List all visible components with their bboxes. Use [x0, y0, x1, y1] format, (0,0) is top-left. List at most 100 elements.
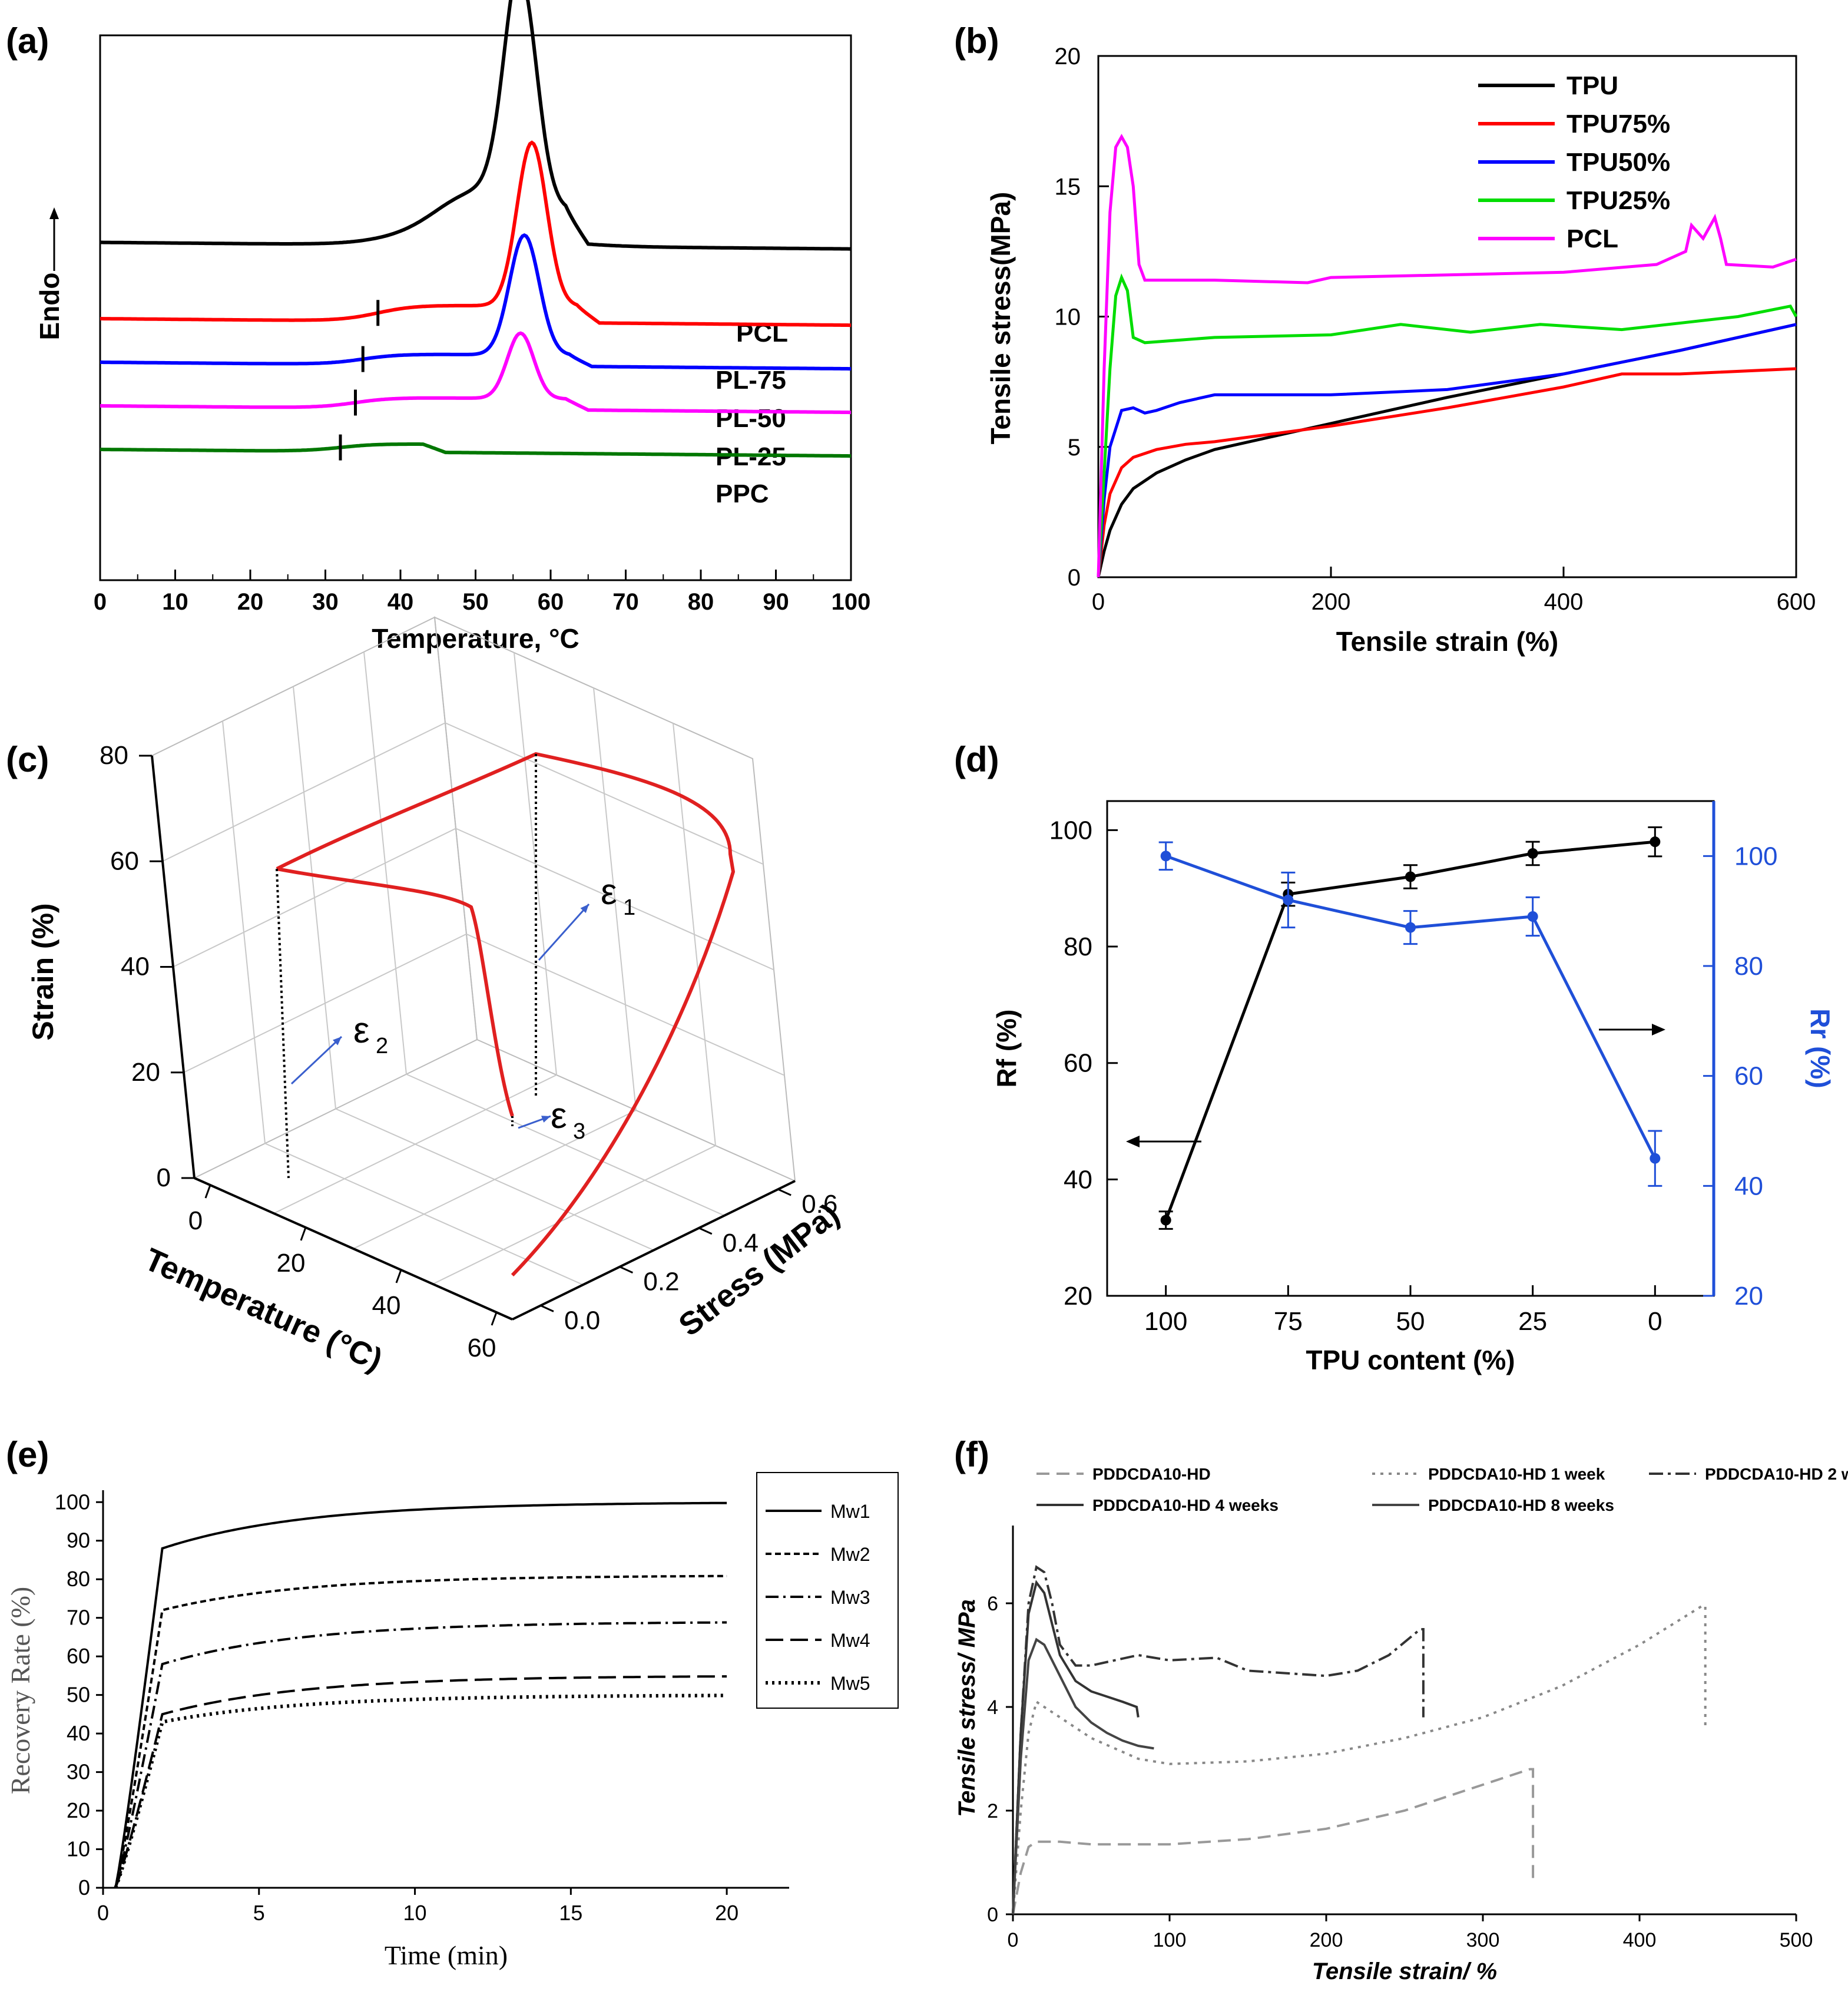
- panel-f-ytick-label: 0: [987, 1904, 998, 1926]
- panel-f-ytick-label: 4: [987, 1696, 998, 1719]
- panel-d-ytick-label: 40: [1064, 1165, 1092, 1194]
- panel-d-ytick-label: 60: [1064, 1049, 1092, 1078]
- panel-c-strain-tick-label: 20: [131, 1058, 160, 1087]
- panel-e-xtick-label: 20: [715, 1901, 738, 1925]
- panel-a-series-pl-25: [100, 331, 851, 415]
- panel-c-epsilon-label: ε: [551, 1096, 567, 1136]
- panel-c-annotation-arrowhead: [541, 1116, 551, 1123]
- panel-a-xtick-label: 60: [538, 589, 564, 615]
- panel-b-series-tpu75pct: [1097, 367, 1797, 578]
- panel-e-xlabel: Time (min): [385, 1940, 508, 1970]
- panel-e-xtick-label: 10: [403, 1901, 427, 1925]
- panel-e-ylabel: Recovery Rate (%): [5, 1587, 35, 1795]
- panel-a-endo-arrowhead: [49, 207, 59, 219]
- panel-e-ytick-label: 20: [67, 1798, 90, 1822]
- panel-f-ytick-label: 6: [987, 1593, 998, 1615]
- panel-c-annotation-arrowhead: [333, 1037, 342, 1045]
- panel-e-series-mw2: [114, 1574, 727, 1888]
- panel-c-temp-tick: [491, 1312, 498, 1326]
- panel-e-legend-label: Mw3: [830, 1587, 870, 1608]
- panel-e-series-mw1: [114, 1501, 727, 1888]
- panel-d-xtick-label: 100: [1144, 1307, 1187, 1336]
- panel-c-temp-tick-label: 60: [468, 1334, 496, 1362]
- panel-b-legend-label: TPU25%: [1567, 186, 1670, 215]
- panel-f-ylabel: Tensile stress/ MPa: [954, 1599, 980, 1817]
- panel-c-grid: [466, 933, 785, 1076]
- panel-a-xtick-label: 40: [388, 589, 414, 615]
- panel-b-series-tpu25pct: [1097, 273, 1798, 578]
- panel-c-stress-axis: [512, 1180, 796, 1321]
- panel-d-point: [1650, 836, 1661, 848]
- panel-c-epsilon-subscript: 3: [573, 1119, 585, 1144]
- panel-b-series-tpu: [1097, 323, 1797, 578]
- panel-a-xtick-label: 50: [462, 589, 489, 615]
- panel-e-ytick-label: 100: [55, 1490, 90, 1514]
- panel-b-xtick-label: 200: [1312, 589, 1351, 615]
- panel-d-xtick-label: 0: [1648, 1307, 1662, 1336]
- panel-c-stress-tick-label: 0.0: [564, 1306, 600, 1335]
- panel-a-ylabel: Endo: [34, 273, 65, 340]
- panel-f-legend-label: PDDCDA10-HD: [1092, 1465, 1211, 1483]
- panel-c-stress-tick: [777, 1188, 791, 1196]
- panel-d-right-arrowhead: [1652, 1024, 1665, 1035]
- panel-b-series-tpu50pct: [1097, 323, 1797, 578]
- panel-d-xtick-label: 50: [1396, 1307, 1425, 1336]
- panel-f-xtick-label: 100: [1153, 1929, 1187, 1951]
- panel-f-label: (f): [954, 1435, 989, 1474]
- panel-c-strain-tick-label: 40: [121, 952, 150, 981]
- panel-f-xtick-label: 400: [1623, 1929, 1657, 1951]
- panel-a-series-pl-50: [100, 233, 851, 371]
- panel-c-temp-tick-label: 20: [277, 1249, 306, 1278]
- panel-a-xtick-label: 30: [312, 589, 339, 615]
- panel-d-y2tick-label: 20: [1734, 1282, 1763, 1311]
- panel-d-label: (d): [954, 740, 999, 779]
- panel-e-ytick-label: 30: [67, 1760, 90, 1784]
- panel-a-series-label: PL-50: [716, 404, 786, 433]
- panel-c-grid: [445, 722, 764, 865]
- panel-a-xlabel: Temperature, °C: [372, 623, 579, 654]
- panel-a-series-ppc: [100, 442, 851, 458]
- panel-d-y2tick-label: 100: [1734, 842, 1777, 871]
- panel-c-temp-tick-label: 40: [372, 1291, 401, 1320]
- panel-e-ytick-label: 0: [78, 1875, 90, 1900]
- panel-e-series-mw3: [114, 1621, 727, 1888]
- panel-c-grid: [162, 722, 446, 862]
- panel-b-ytick-label: 0: [1068, 565, 1081, 591]
- panel-c-temp-tick: [300, 1227, 307, 1241]
- panel-c-strain-tick-label: 0: [157, 1163, 171, 1192]
- panel-d-ylabel: Rf (%): [991, 1010, 1022, 1088]
- panel-f-series: [1012, 1604, 1707, 1915]
- panel-e-legend-label: Mw2: [830, 1544, 870, 1565]
- panel-e-xtick-label: 15: [559, 1901, 582, 1925]
- panel-f-series: [1012, 1565, 1425, 1915]
- panel-e-ytick-label: 50: [67, 1683, 90, 1707]
- panel-d-ytick-label: 100: [1049, 816, 1092, 845]
- panel-c-grid: [406, 1073, 725, 1216]
- panel-b-ytick-label: 10: [1055, 305, 1081, 330]
- panel-c-strain-tick-label: 80: [100, 741, 128, 770]
- panel-d-y2tick-label: 60: [1734, 1062, 1763, 1091]
- panel-f-legend-label: PDDCDA10-HD 1 week: [1428, 1465, 1605, 1483]
- panel-a-series-pcl: [100, 0, 851, 251]
- panel-e-legend-label: Mw4: [830, 1630, 870, 1651]
- panel-c-temp-axis: [194, 1177, 513, 1321]
- panel-c-epsilon-label: ε: [601, 872, 617, 912]
- panel-c-temp-tick: [204, 1185, 211, 1199]
- panel-c-stress-tick-label: 0.4: [723, 1229, 759, 1258]
- panel-d-point: [1405, 871, 1416, 882]
- panel-a-xtick-label: 10: [162, 589, 188, 615]
- panel-d-point: [1527, 911, 1538, 922]
- panel-d-point: [1160, 851, 1171, 862]
- panel-a-xtick-label: 100: [832, 589, 871, 615]
- panel-e-legend-label: Mw1: [830, 1501, 870, 1522]
- panel-f-xtick-label: 300: [1466, 1929, 1500, 1951]
- panel-d-point: [1283, 895, 1294, 905]
- panel-d-y2tick-label: 40: [1734, 1172, 1763, 1200]
- panel-e-ytick-label: 40: [67, 1721, 90, 1745]
- panel-d-point: [1650, 1153, 1661, 1164]
- panel-d-point: [1527, 848, 1538, 859]
- panel-c-grid: [173, 828, 456, 968]
- panel-f-xlabel: Tensile strain/ %: [1312, 1958, 1497, 1984]
- panel-c-stress-tick: [619, 1266, 634, 1274]
- panel-d-point: [1160, 1215, 1171, 1226]
